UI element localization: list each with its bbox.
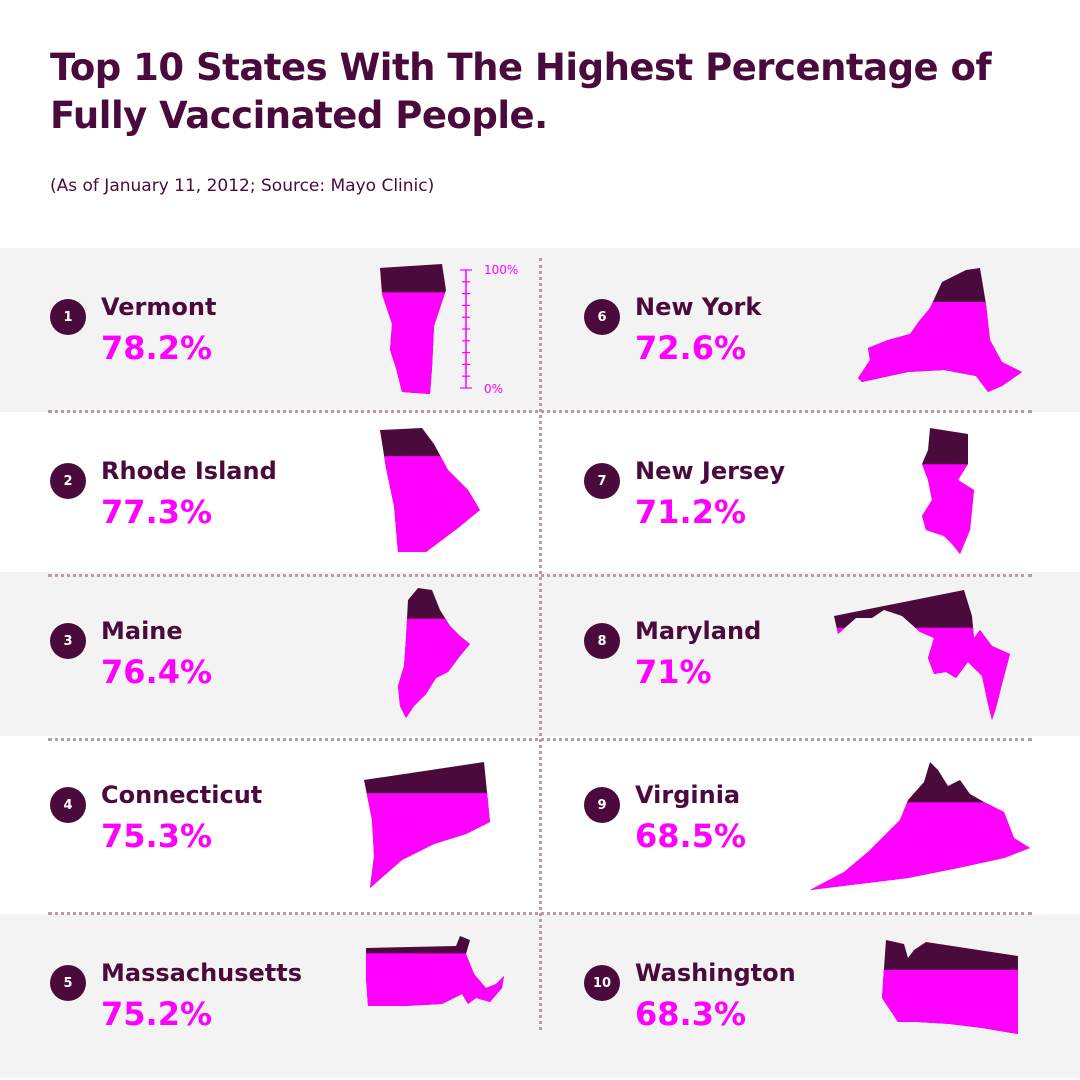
state-percentage: 75.2% — [101, 995, 213, 1033]
rank-badge: 7 — [584, 463, 620, 499]
massachusetts-icon — [366, 936, 504, 1006]
filled-region-magenta — [380, 456, 480, 552]
state-percentage: 78.2% — [101, 329, 213, 367]
chart-subtitle: (As of January 11, 2012; Source: Mayo Cl… — [50, 176, 435, 196]
scale-ticks — [460, 269, 472, 389]
new-york-icon — [858, 268, 1022, 392]
state-name: Massachusetts — [101, 959, 303, 987]
state-percentage: 72.6% — [635, 329, 747, 367]
rhode-island-icon — [380, 428, 480, 552]
state-name: Virginia — [635, 781, 741, 809]
new-jersey-icon — [922, 428, 974, 554]
state-name: Rhode Island — [101, 457, 277, 485]
rank-badge: 3 — [50, 623, 86, 659]
filled-region-magenta — [882, 969, 1018, 1034]
list-item-new-york: 6 New York 72.6% — [584, 248, 1044, 412]
state-percentage: 75.3% — [101, 817, 213, 855]
state-percentage: 77.3% — [101, 493, 213, 531]
rank-badge: 9 — [584, 787, 620, 823]
state-percentage: 71% — [635, 653, 712, 691]
filled-region-magenta — [398, 618, 470, 718]
list-item-maryland: 8 Maryland 71% — [584, 572, 1044, 736]
rank-badge: 6 — [584, 299, 620, 335]
state-name: Maryland — [635, 617, 762, 645]
connecticut-icon — [364, 762, 490, 888]
filled-region-magenta — [380, 292, 446, 394]
state-name: New Jersey — [635, 457, 786, 485]
state-name: Maine — [101, 617, 183, 645]
list-item-maine: 3 Maine 76.4% — [50, 572, 530, 736]
rank-badge: 8 — [584, 623, 620, 659]
filled-region-magenta — [834, 627, 1010, 720]
state-percentage: 71.2% — [635, 493, 747, 531]
filled-region-magenta — [858, 301, 1022, 392]
rank-badge: 5 — [50, 965, 86, 1001]
filled-region-magenta — [366, 953, 504, 1006]
list-item-rhode-island: 2 Rhode Island 77.3% — [50, 412, 530, 576]
rank-badge: 4 — [50, 787, 86, 823]
maryland-icon — [834, 590, 1010, 720]
state-percentage: 68.5% — [635, 817, 747, 855]
chart-title: Top 10 States With The Highest Percentag… — [50, 46, 992, 137]
filled-region-magenta — [364, 793, 490, 888]
vermont-icon — [380, 264, 446, 394]
state-name: New York — [635, 293, 762, 321]
state-percentage: 68.3% — [635, 995, 747, 1033]
filled-region-magenta — [922, 464, 974, 554]
list-item-massachusetts: 5 Massachusetts 75.2% — [50, 914, 530, 1078]
scale-max-label: 100% — [484, 263, 518, 277]
state-percentage: 76.4% — [101, 653, 213, 691]
column-divider — [539, 258, 542, 1030]
state-name: Washington — [635, 959, 796, 987]
scale-min-label: 0% — [484, 382, 503, 396]
list-item-virginia: 9 Virginia 68.5% — [584, 736, 1044, 900]
list-item-vermont: 1 Vermont 78.2% — [50, 248, 530, 412]
washington-icon — [882, 940, 1018, 1034]
list-item-connecticut: 4 Connecticut 75.3% — [50, 736, 530, 900]
rank-badge: 1 — [50, 299, 86, 335]
list-item-new-jersey: 7 New Jersey 71.2% — [584, 412, 1044, 576]
state-name: Vermont — [101, 293, 217, 321]
maine-icon — [398, 588, 470, 718]
rank-badge: 2 — [50, 463, 86, 499]
state-name: Connecticut — [101, 781, 263, 809]
percentage-scale-ruler: 100% 0% — [460, 263, 518, 396]
list-item-washington: 10 Washington 68.3% — [584, 914, 1044, 1078]
rank-badge: 10 — [584, 965, 620, 1001]
virginia-icon — [810, 762, 1030, 890]
filled-region-magenta — [810, 802, 1030, 890]
